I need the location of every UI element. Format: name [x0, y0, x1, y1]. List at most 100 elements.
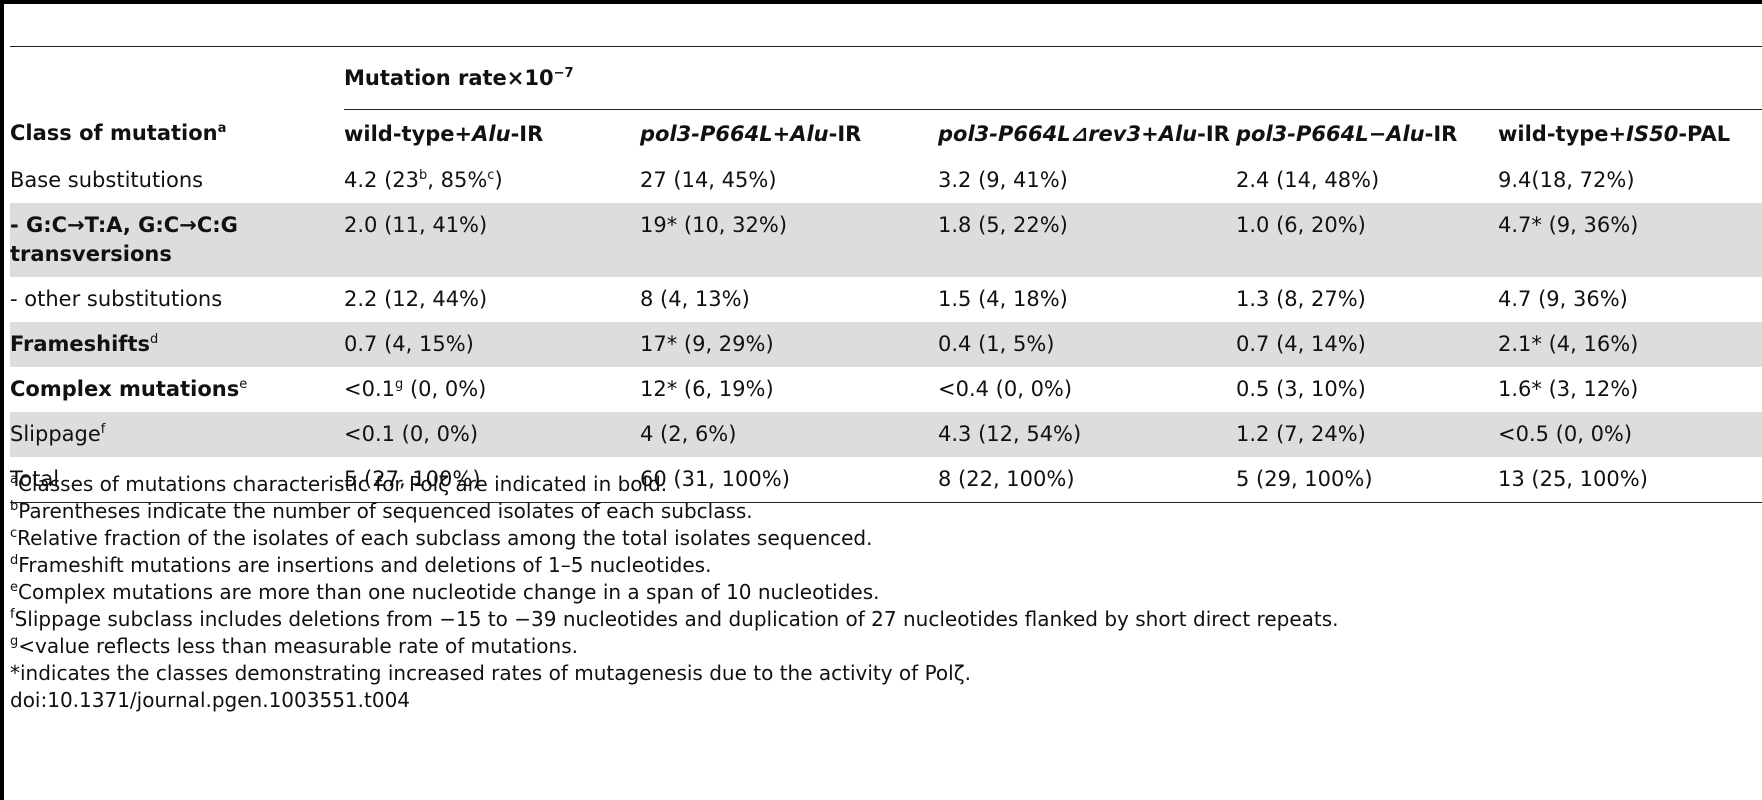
- table-cell: 1.3 (8, 27%): [1236, 287, 1366, 311]
- doi-text[interactable]: doi:10.1371/journal.pgen.1003551.t004: [10, 688, 411, 712]
- row-label-sup: d: [149, 332, 159, 347]
- row-label-text: Total: [10, 467, 60, 491]
- col2-ital2: Alu: [790, 121, 829, 146]
- table-row: Total 5 (27, 100%) 60 (31, 100%) 8 (22, …: [10, 457, 1762, 503]
- col3-ital2: Alu: [1158, 121, 1198, 146]
- col-header-1: wild-type+Alu-IR: [344, 109, 640, 158]
- footnote-text: Classes of mutations characteristic for …: [17, 472, 668, 496]
- class-of-mutation-header: Class of mutationa: [10, 110, 344, 159]
- footnote-c: cRelative fraction of the isolates of ea…: [10, 525, 1750, 552]
- col-header-3: pol3-P664L⊿rev3+Alu-IR: [938, 109, 1236, 158]
- footnote-sup: e: [10, 580, 18, 595]
- footnote-d: dFrameshift mutations are insertions and…: [10, 552, 1750, 579]
- row-label-sup: f: [100, 422, 106, 437]
- table-cell: 12* (6, 19%): [640, 377, 774, 401]
- table-row: Complex mutationse <0.1g (0, 0%) 12* (6,…: [10, 367, 1762, 412]
- col2-post2: -IR: [828, 121, 862, 146]
- row-label: - G:C→T:A, G:C→C:G transversions: [10, 203, 344, 277]
- footnote-text: <value reflects less than measurable rat…: [18, 634, 578, 658]
- table-cell: 1.5 (4, 18%): [938, 287, 1068, 311]
- table-cell: 1.8 (5, 22%): [938, 203, 1236, 277]
- table-cell: <0.1g (0, 0%): [344, 367, 640, 412]
- table-footnotes: aClasses of mutations characteristic for…: [10, 471, 1750, 714]
- table-cell: 2.4 (14, 48%): [1236, 168, 1380, 192]
- row-label-text: Base substitutions: [10, 168, 204, 192]
- col4-ital: pol3-P664L: [1236, 121, 1369, 146]
- table-cell: 3.2 (9, 41%): [938, 168, 1068, 192]
- footnote-sup: d: [10, 553, 19, 568]
- table-cell: 8 (22, 100%): [938, 457, 1236, 503]
- table-cell: 2.2 (12, 44%): [344, 287, 488, 311]
- row-label: Total: [10, 457, 344, 503]
- table-cell: 0.5 (3, 10%): [1236, 377, 1366, 401]
- col4-post: −: [1368, 121, 1387, 146]
- table-row: Frameshiftsd 0.7 (4, 15%) 17* (9, 29%) 0…: [10, 322, 1762, 367]
- col-header-4: pol3-P664L−Alu-IR: [1236, 109, 1498, 158]
- footnote-sup: c: [10, 526, 18, 541]
- row-label-text: Complex mutations: [10, 377, 240, 401]
- cell-sup: c: [487, 168, 495, 183]
- table-cell: 9.4(18, 72%): [1498, 168, 1635, 192]
- table-cell: 1.2 (7, 24%): [1236, 412, 1498, 457]
- footnote-sup: g: [10, 634, 19, 649]
- row-label-sup: e: [239, 377, 248, 392]
- cell-part: <0.1: [344, 377, 395, 401]
- col3-ital: pol3-P664L⊿rev3: [938, 121, 1142, 146]
- mutation-rate-table: Mutation rate×10−7 Class of mutationa wi…: [10, 46, 1762, 503]
- table-cell: 2.1* (4, 16%): [1498, 322, 1762, 367]
- cell-part: , 85%: [427, 168, 488, 192]
- table-cell: 13 (25, 100%): [1498, 457, 1762, 503]
- cell-part: (0, 0%): [403, 377, 487, 401]
- footnote-f: fSlippage subclass includes deletions fr…: [10, 606, 1750, 633]
- row-label-text: - other substitutions: [10, 287, 223, 311]
- footnote-text: Slippage subclass includes deletions fro…: [14, 607, 1339, 631]
- footnote-a: aClasses of mutations characteristic for…: [10, 471, 1750, 498]
- group-header-row: Mutation rate×10−7: [10, 46, 1762, 110]
- col5-ital: IS50: [1626, 121, 1679, 146]
- table-row: - G:C→T:A, G:C→C:G transversions 2.0 (11…: [10, 203, 1762, 277]
- col2-post: +: [772, 121, 791, 146]
- col3-post: +: [1141, 121, 1159, 146]
- row-label: Complex mutationse: [10, 367, 344, 412]
- footnote-text: Parentheses indicate the number of seque…: [18, 499, 753, 523]
- footnote-g: g<value reflects less than measurable ra…: [10, 633, 1750, 660]
- table-row: Base substitutions 4.2 (23b, 85%c) 27 (1…: [10, 158, 1762, 203]
- row-label-text: Frameshifts: [10, 332, 150, 356]
- table-cell: <0.5 (0, 0%): [1498, 412, 1762, 457]
- cell-sup: g: [395, 377, 404, 392]
- group-times: ×10: [506, 65, 554, 90]
- table-cell: 0.7 (4, 15%): [344, 322, 640, 367]
- table-cell: <0.4 (0, 0%): [938, 377, 1073, 401]
- table-cell: 4.3 (12, 54%): [938, 412, 1236, 457]
- empty-header-cell: [10, 46, 344, 110]
- table-cell: 4 (2, 6%): [640, 412, 938, 457]
- table-cell: 17* (9, 29%): [640, 322, 938, 367]
- table-cell: 60 (31, 100%): [640, 457, 938, 503]
- col-header-5: wild-type+IS50-PAL: [1498, 109, 1762, 158]
- footnote-b: bParentheses indicate the number of sequ…: [10, 498, 1750, 525]
- footnote-text: *indicates the classes demonstrating inc…: [10, 661, 971, 685]
- doi-link[interactable]: doi:10.1371/journal.pgen.1003551.t004: [10, 687, 1750, 714]
- table-cell: 2.0 (11, 41%): [344, 203, 640, 277]
- top-border: [0, 0, 1762, 4]
- mutation-table-container: Mutation rate×10−7 Class of mutationa wi…: [10, 46, 1762, 503]
- class-sup: a: [217, 121, 227, 137]
- table-cell: 4.7 (9, 36%): [1498, 287, 1628, 311]
- row-label-text: - G:C→T:A, G:C→C:G transversions: [10, 213, 238, 266]
- row-label: Base substitutions: [10, 158, 344, 203]
- footnote-text: Complex mutations are more than one nucl…: [18, 580, 880, 604]
- class-label: Class of mutation: [10, 121, 218, 146]
- table-cell: 4.7* (9, 36%): [1498, 203, 1762, 277]
- group-label: Mutation rate: [344, 65, 507, 90]
- table-cell: 5 (29, 100%): [1236, 457, 1498, 503]
- table-cell: 19* (10, 32%): [640, 203, 938, 277]
- col4-ital2: Alu: [1386, 121, 1425, 146]
- left-border: [0, 0, 4, 800]
- col4-post2: -IR: [1424, 121, 1458, 146]
- cell-part: 4.2 (23: [344, 168, 419, 192]
- table-cell: 8 (4, 13%): [640, 287, 750, 311]
- col1-ital: Alu: [472, 121, 511, 146]
- footnote-e: eComplex mutations are more than one nuc…: [10, 579, 1750, 606]
- cell-part: ): [494, 168, 503, 192]
- mutation-rate-group-header: Mutation rate×10−7: [344, 46, 1762, 110]
